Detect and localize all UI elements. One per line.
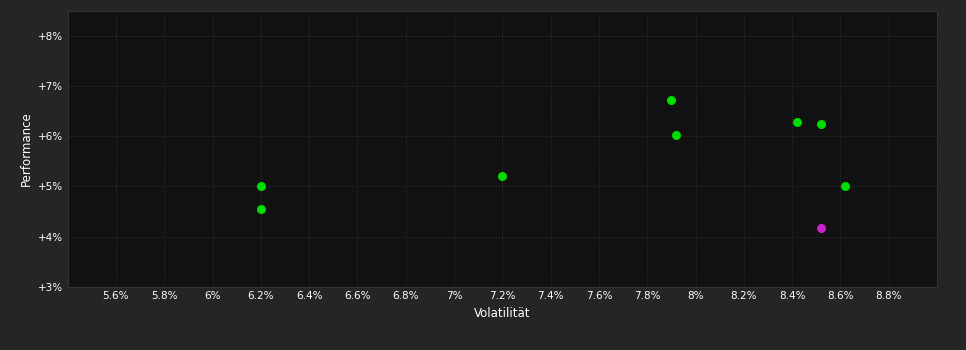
Point xyxy=(813,121,829,126)
Point xyxy=(789,119,805,125)
X-axis label: Volatilität: Volatilität xyxy=(474,307,530,320)
Point xyxy=(495,174,510,179)
Point xyxy=(664,97,679,103)
Point xyxy=(253,184,269,189)
Point xyxy=(668,132,684,138)
Point xyxy=(253,206,269,212)
Point xyxy=(838,184,853,189)
Point xyxy=(813,225,829,231)
Y-axis label: Performance: Performance xyxy=(19,111,33,186)
